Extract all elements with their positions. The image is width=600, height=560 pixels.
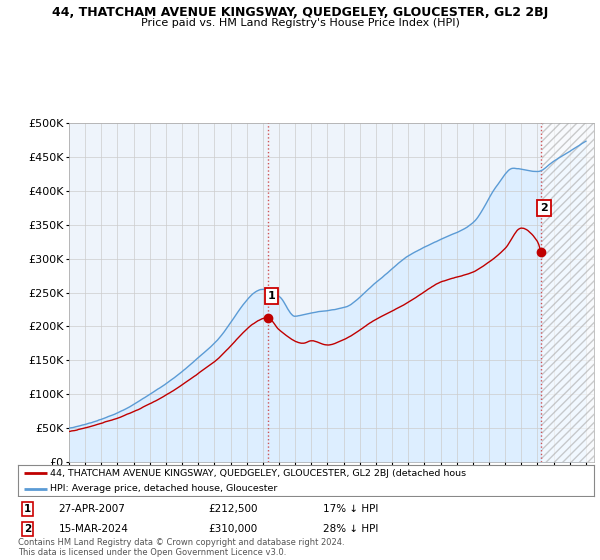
Text: 44, THATCHAM AVENUE KINGSWAY, QUEDGELEY, GLOUCESTER, GL2 2BJ: 44, THATCHAM AVENUE KINGSWAY, QUEDGELEY,…	[52, 6, 548, 18]
Text: 1: 1	[24, 504, 31, 514]
Text: £310,000: £310,000	[208, 524, 257, 534]
Text: £212,500: £212,500	[208, 504, 257, 514]
Text: HPI: Average price, detached house, Gloucester: HPI: Average price, detached house, Glou…	[50, 484, 277, 493]
Bar	[542, 123, 594, 462]
Bar	[542, 123, 594, 462]
Text: 27-APR-2007: 27-APR-2007	[58, 504, 125, 514]
Text: 2: 2	[540, 203, 548, 213]
Text: 17% ↓ HPI: 17% ↓ HPI	[323, 504, 379, 514]
Text: 2: 2	[24, 524, 31, 534]
Text: 28% ↓ HPI: 28% ↓ HPI	[323, 524, 379, 534]
Text: 1: 1	[268, 291, 275, 301]
Text: 15-MAR-2024: 15-MAR-2024	[58, 524, 128, 534]
Text: Price paid vs. HM Land Registry's House Price Index (HPI): Price paid vs. HM Land Registry's House …	[140, 18, 460, 28]
Text: 44, THATCHAM AVENUE KINGSWAY, QUEDGELEY, GLOUCESTER, GL2 2BJ (detached hous: 44, THATCHAM AVENUE KINGSWAY, QUEDGELEY,…	[50, 469, 466, 478]
Text: Contains HM Land Registry data © Crown copyright and database right 2024.
This d: Contains HM Land Registry data © Crown c…	[18, 538, 344, 557]
